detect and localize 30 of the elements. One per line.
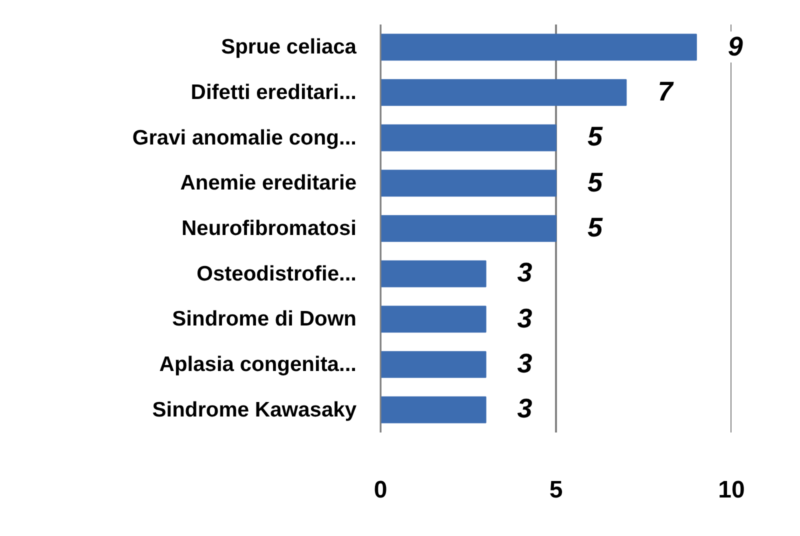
data-label: 7 — [658, 76, 673, 108]
y-tick-label: Difetti ereditari... — [190, 81, 356, 104]
y-tick-label: Gravi anomalie cong... — [132, 126, 357, 150]
y-tick-label: Osteodistrofie... — [196, 262, 356, 286]
data-label: 5 — [588, 167, 603, 198]
bar — [380, 34, 697, 61]
bar — [380, 306, 486, 333]
y-tick-label: Sprue celiaca — [221, 36, 357, 59]
bar — [380, 396, 486, 424]
data-label: 3 — [517, 303, 532, 334]
bar — [380, 215, 556, 242]
y-tick-label: Aplasia congenita... — [159, 353, 357, 376]
data-label: 3 — [517, 258, 532, 289]
data-label: 5 — [588, 122, 603, 153]
bar — [380, 170, 556, 197]
x-tick-label: 5 — [549, 476, 563, 504]
y-tick-label: Anemie ereditarie — [180, 172, 357, 195]
bar — [380, 79, 627, 106]
bar — [380, 351, 486, 378]
data-label: 3 — [517, 348, 532, 380]
data-label: 5 — [588, 212, 603, 244]
bar — [380, 124, 556, 152]
y-tick-label: Sindrome di Down — [172, 308, 357, 331]
data-label: 9 — [728, 31, 743, 62]
y-tick-label: Neurofibromatosi — [181, 217, 356, 240]
bar — [380, 260, 486, 288]
data-label: 3 — [517, 394, 532, 425]
x-tick-label: 10 — [718, 476, 745, 504]
x-tick-label: 0 — [374, 476, 388, 504]
y-tick-label: Sindrome Kawasaky — [152, 398, 357, 422]
